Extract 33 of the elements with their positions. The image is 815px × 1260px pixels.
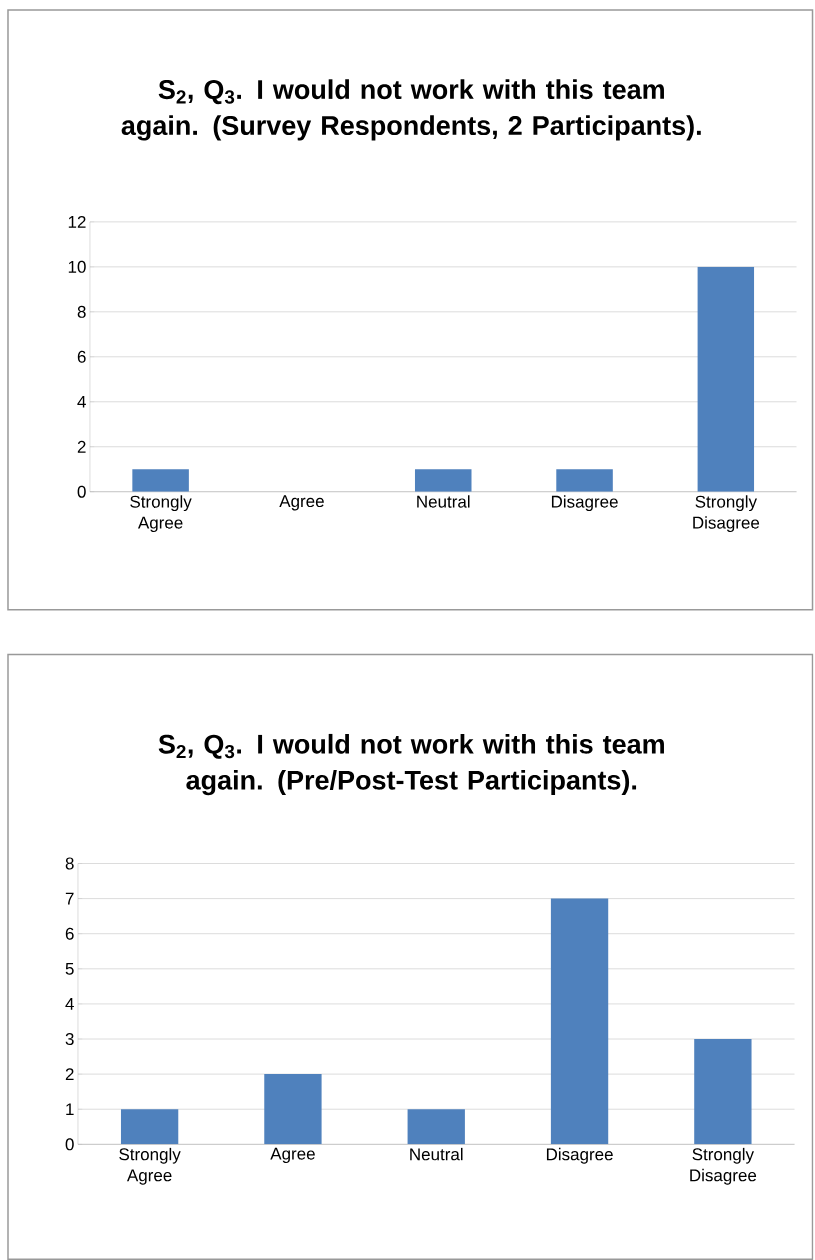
x-tick-label: Agree (279, 495, 325, 511)
x-tick-label: Strongly Disagree (693, 495, 760, 533)
y-tick-label: 6 (66, 927, 74, 940)
x-tick-label: Strongly Disagree (690, 1147, 757, 1185)
y-tick-label: 0 (77, 485, 86, 498)
chart-title: S$_{2}$, Q$_{3}$. I would not work with this team again. (Survey Respondents, 2 Participants). (121, 79, 701, 141)
y-tick-label: 5 (65, 962, 74, 975)
y-tick-label: 8 (77, 305, 86, 318)
bar (694, 1039, 752, 1145)
bar (551, 898, 609, 1145)
bar (407, 1109, 466, 1145)
bar (264, 1074, 322, 1145)
y-tick-label: 2 (78, 440, 86, 453)
y-tick-label: 12 (69, 215, 86, 228)
y-tick-label: 10 (69, 260, 86, 273)
y-tick-label: 8 (65, 857, 74, 870)
y-tick-label: 6 (78, 350, 86, 363)
y-tick-label: 4 (65, 998, 75, 1010)
x-tick-label: Disagree (547, 1147, 614, 1164)
x-tick-label: Agree (270, 1147, 316, 1164)
y-tick-label: 4 (77, 395, 87, 408)
x-tick-label: Neutral (410, 1147, 463, 1161)
y-tick-label: 1 (66, 1103, 74, 1116)
y-tick-label: 0 (65, 1138, 74, 1151)
y-tick-label: 2 (66, 1068, 74, 1081)
x-tick-label: Disagree (552, 495, 619, 512)
x-tick-label: Strongly Agree (119, 1147, 181, 1185)
x-tick-label: Neutral (417, 495, 470, 508)
chart-title: S$_{2}$, Q$_{3}$. I would not work with this team again. (Pre/Post-Test Participants). (158, 733, 665, 796)
x-tick-label: Strongly Agree (130, 495, 192, 533)
y-tick-label: 7 (66, 892, 74, 905)
bar (121, 1109, 179, 1145)
y-tick-label: 3 (65, 1033, 74, 1046)
